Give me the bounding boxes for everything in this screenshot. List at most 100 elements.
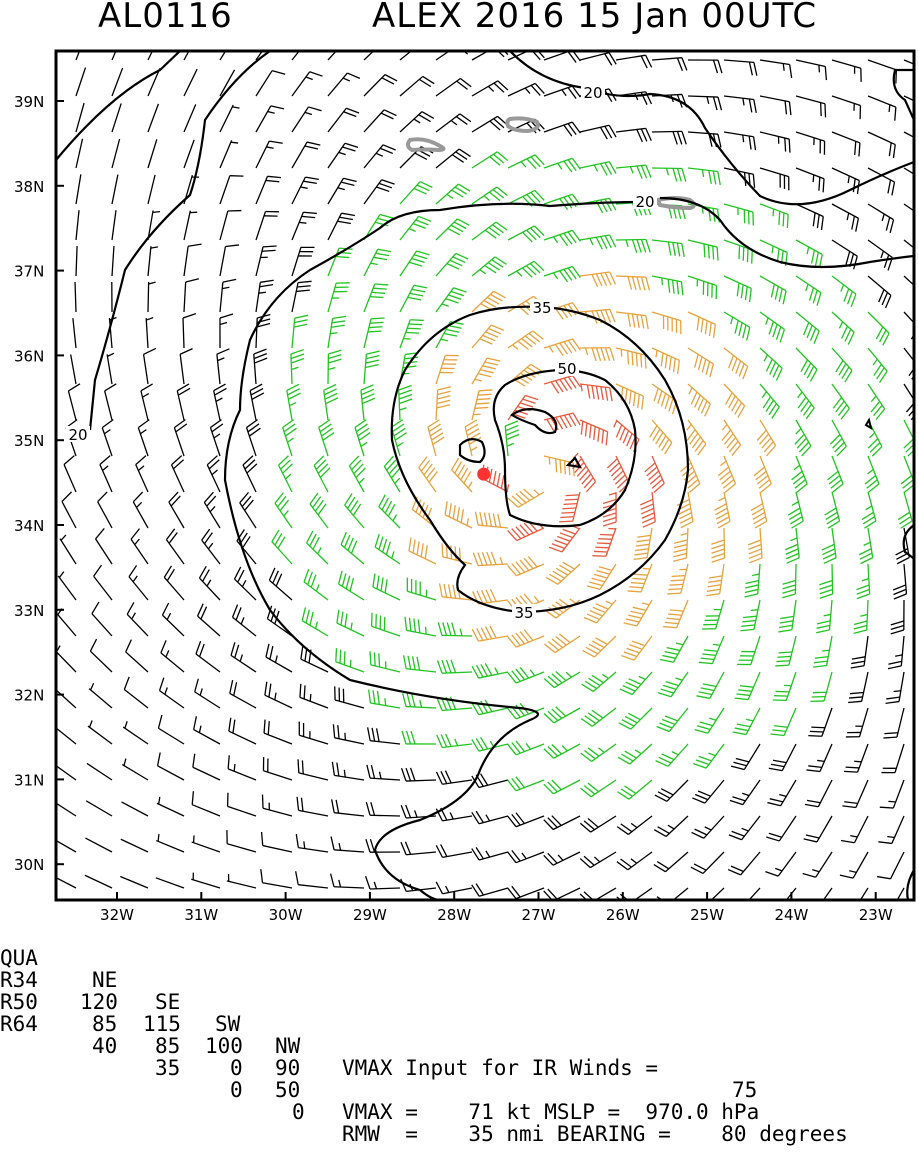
wind-barb-feather	[414, 619, 415, 633]
wind-barb-feather	[158, 715, 161, 728]
wind-barb-feather	[449, 584, 452, 597]
lon-tick-label: 24W	[774, 906, 808, 924]
wind-barb-staff	[262, 883, 292, 888]
wind-barb-feather	[294, 320, 307, 323]
wind-barb-staff	[299, 735, 328, 744]
wind-barb-feather	[737, 724, 750, 727]
wind-barb-feather	[879, 290, 884, 303]
wind-barb-half-feather	[379, 772, 381, 779]
wind-barb-staff	[478, 525, 508, 528]
wind-barb-feather	[628, 615, 641, 618]
wind-barb-half-feather	[887, 836, 894, 837]
wind-barb-half-feather	[562, 90, 566, 96]
wind-barb-feather	[436, 882, 442, 894]
wind-barb-feather	[331, 325, 344, 327]
wind-barb-feather	[730, 800, 743, 804]
wind-barb-feather	[455, 547, 456, 561]
wind-barb-feather	[682, 168, 686, 181]
vmax-input-label: VMAX Input for IR Winds =	[342, 1057, 658, 1079]
wind-barb-staff	[127, 614, 148, 636]
wind-barb-feather	[682, 131, 686, 144]
wind-barb-feather	[337, 610, 339, 623]
wind-barb-feather	[775, 286, 778, 299]
wind-barb-half-feather	[871, 396, 876, 402]
wind-barb-feather	[771, 764, 784, 766]
wind-barb-feather	[637, 240, 641, 253]
wind-barb-feather	[610, 348, 614, 361]
wind-barb-feather	[595, 547, 609, 548]
wind-barb-feather	[587, 614, 600, 619]
wind-barb-staff	[62, 501, 76, 528]
wind-barb-feather	[601, 273, 607, 285]
wind-barb-feather	[601, 387, 603, 400]
wind-barb-staff	[778, 852, 796, 876]
wind-barb-feather	[407, 328, 421, 329]
wind-barb-half-feather	[762, 392, 766, 398]
wind-barb-half-feather	[338, 188, 345, 190]
wind-barb-feather	[745, 287, 747, 300]
contour-20-outer	[225, 202, 640, 900]
wind-barb-feather	[660, 659, 673, 662]
wind-barb-feather	[711, 549, 724, 553]
wind-barb-staff	[796, 204, 823, 217]
wind-barb-feather	[737, 283, 739, 296]
wind-barb-feather	[417, 185, 429, 191]
wind-barb-half-feather	[713, 644, 720, 645]
wind-barb-staff	[789, 636, 796, 665]
wind-barb-staff	[904, 168, 918, 183]
wind-barb-staff	[112, 32, 124, 60]
wind-barb-feather	[291, 350, 304, 354]
wind-barb-feather	[381, 577, 383, 590]
wind-barb-feather	[451, 660, 456, 673]
wind-barb-half-feather	[415, 810, 417, 817]
wind-barb-feather	[505, 421, 518, 426]
wind-barb-feather	[823, 553, 835, 559]
wind-barb-half-feather	[124, 759, 126, 766]
wind-barb-staff	[853, 852, 868, 878]
wind-barb-feather	[302, 607, 305, 620]
wind-barb-staff	[217, 354, 220, 384]
wind-barb-staff	[220, 282, 223, 312]
vmax-input-value: 75	[732, 1079, 757, 1101]
wind-barb-half-feather	[666, 168, 668, 175]
wind-barb-feather	[141, 384, 153, 391]
wind-barb-feather	[138, 420, 149, 428]
wind-barb-staff	[334, 850, 364, 852]
wind-barb-feather	[698, 398, 704, 410]
wind-barb-feather	[616, 425, 621, 438]
wind-barb-feather	[641, 508, 653, 513]
wind-barb-half-feather	[27, 498, 32, 503]
wind-barb-feather	[606, 432, 607, 446]
wind-barb-feather	[807, 800, 820, 802]
wind-barb-feather	[308, 572, 313, 585]
wind-barb-half-feather	[486, 851, 490, 857]
wind-barb-feather	[339, 571, 343, 584]
wind-barb-feather	[698, 791, 711, 796]
wind-barb-staff	[55, 651, 76, 672]
wind-barb-staff	[904, 204, 918, 221]
wind-barb-feather	[850, 693, 864, 694]
wind-barb-feather	[304, 569, 309, 582]
wind-barb-feather	[333, 724, 334, 738]
wind-barb-staff	[904, 276, 918, 296]
wind-barb-feather	[765, 872, 778, 876]
wind-barb-feather	[127, 602, 134, 614]
wind-barb-feather	[677, 58, 682, 71]
wind-barb-half-feather	[639, 676, 646, 679]
wind-barb-half-feather	[480, 270, 486, 274]
wind-barb-feather	[375, 284, 389, 285]
wind-barb-feather	[425, 545, 427, 558]
wind-barb-feather	[473, 553, 478, 566]
wind-barb-feather	[446, 734, 451, 746]
wind-barb-feather	[628, 591, 642, 592]
wind-barb-staff	[192, 842, 220, 852]
wind-barb-staff	[472, 45, 498, 60]
wind-barb-feather	[564, 504, 578, 505]
wind-barb-feather	[749, 62, 752, 75]
wind-barb-feather	[295, 315, 308, 318]
wind-barb-feather	[629, 587, 643, 588]
wind-barb-half-feather	[486, 815, 490, 821]
wind-barb-staff	[57, 613, 76, 636]
wind-barb-half-feather	[558, 163, 562, 169]
